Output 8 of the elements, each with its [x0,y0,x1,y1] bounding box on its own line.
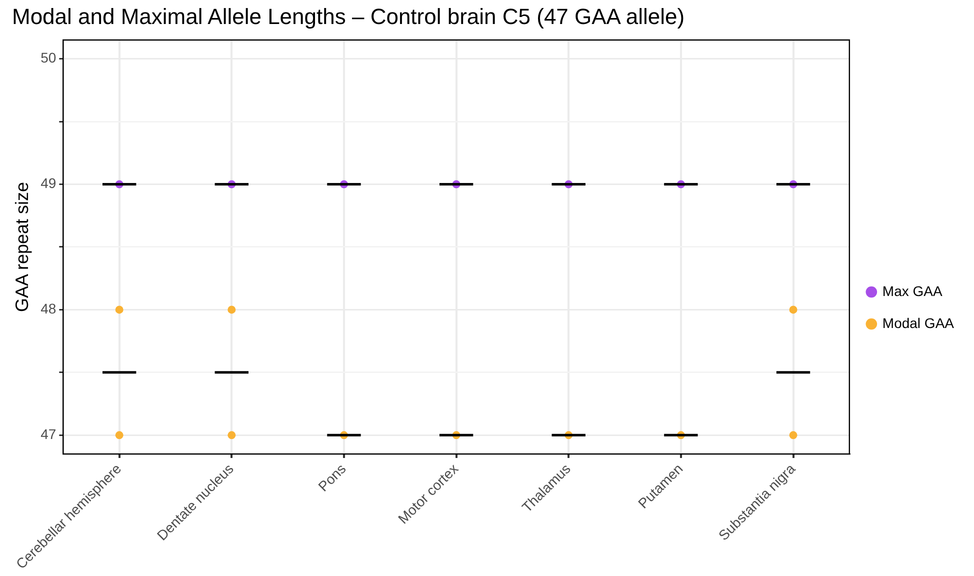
y-tick-label: 49 [40,175,56,192]
y-tick-label: 47 [40,426,56,442]
y-tick-label: 48 [40,300,56,317]
y-tick-label: 50 [40,50,56,66]
legend-label: Modal GAA [882,314,955,331]
y-axis-title: GAA repeat size [12,182,32,312]
chart-title: Modal and Maximal Allele Lengths – Control brain C5 (47 GAA allele) [12,4,685,30]
legend-label: Max GAA [882,282,943,299]
